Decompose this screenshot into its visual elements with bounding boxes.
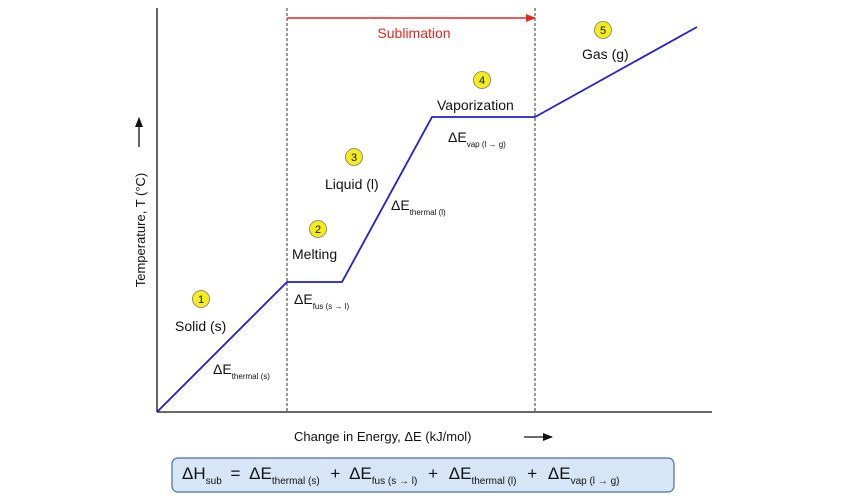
phase-name-4: Vaporization xyxy=(437,97,514,113)
formula-text: ΔHsub = ΔEthermal (s) + ΔEfus (s → l) + … xyxy=(182,464,619,488)
phase-badge-3: 3 xyxy=(345,148,363,166)
phase-name-1: Solid (s) xyxy=(175,318,226,334)
heating-curve-line xyxy=(156,26,698,413)
svg-text:2: 2 xyxy=(315,224,321,236)
sublimation-label: Sublimation xyxy=(377,25,450,41)
phase-name-5: Gas (g) xyxy=(582,46,629,62)
phase-name-3: Liquid (l) xyxy=(325,176,379,192)
phase-badge-1: 1 xyxy=(192,290,210,308)
svg-text:1: 1 xyxy=(198,294,204,306)
phase-delta-1: ΔEthermal (s) xyxy=(213,361,270,381)
phase-badge-4: 4 xyxy=(473,71,491,89)
phase-badge-2: 2 xyxy=(309,220,327,238)
phase-name-2: Melting xyxy=(292,246,337,262)
svg-text:5: 5 xyxy=(600,25,606,37)
x-axis-label: Change in Energy, ΔE (kJ/mol) xyxy=(294,429,472,444)
y-axis-label: Temperature, T (°C) xyxy=(133,173,148,288)
phase-delta-2: ΔEfus (s → l) xyxy=(294,291,349,311)
y-axis-label-group: Temperature, T (°C) xyxy=(133,173,148,288)
svg-text:4: 4 xyxy=(479,75,485,87)
phase-delta-3: ΔEthermal (l) xyxy=(391,197,446,217)
phase-delta-4: ΔEvap (l → g) xyxy=(448,129,506,149)
formula-box xyxy=(171,457,675,493)
phase-badge-5: 5 xyxy=(594,21,612,39)
svg-text:3: 3 xyxy=(351,152,357,164)
